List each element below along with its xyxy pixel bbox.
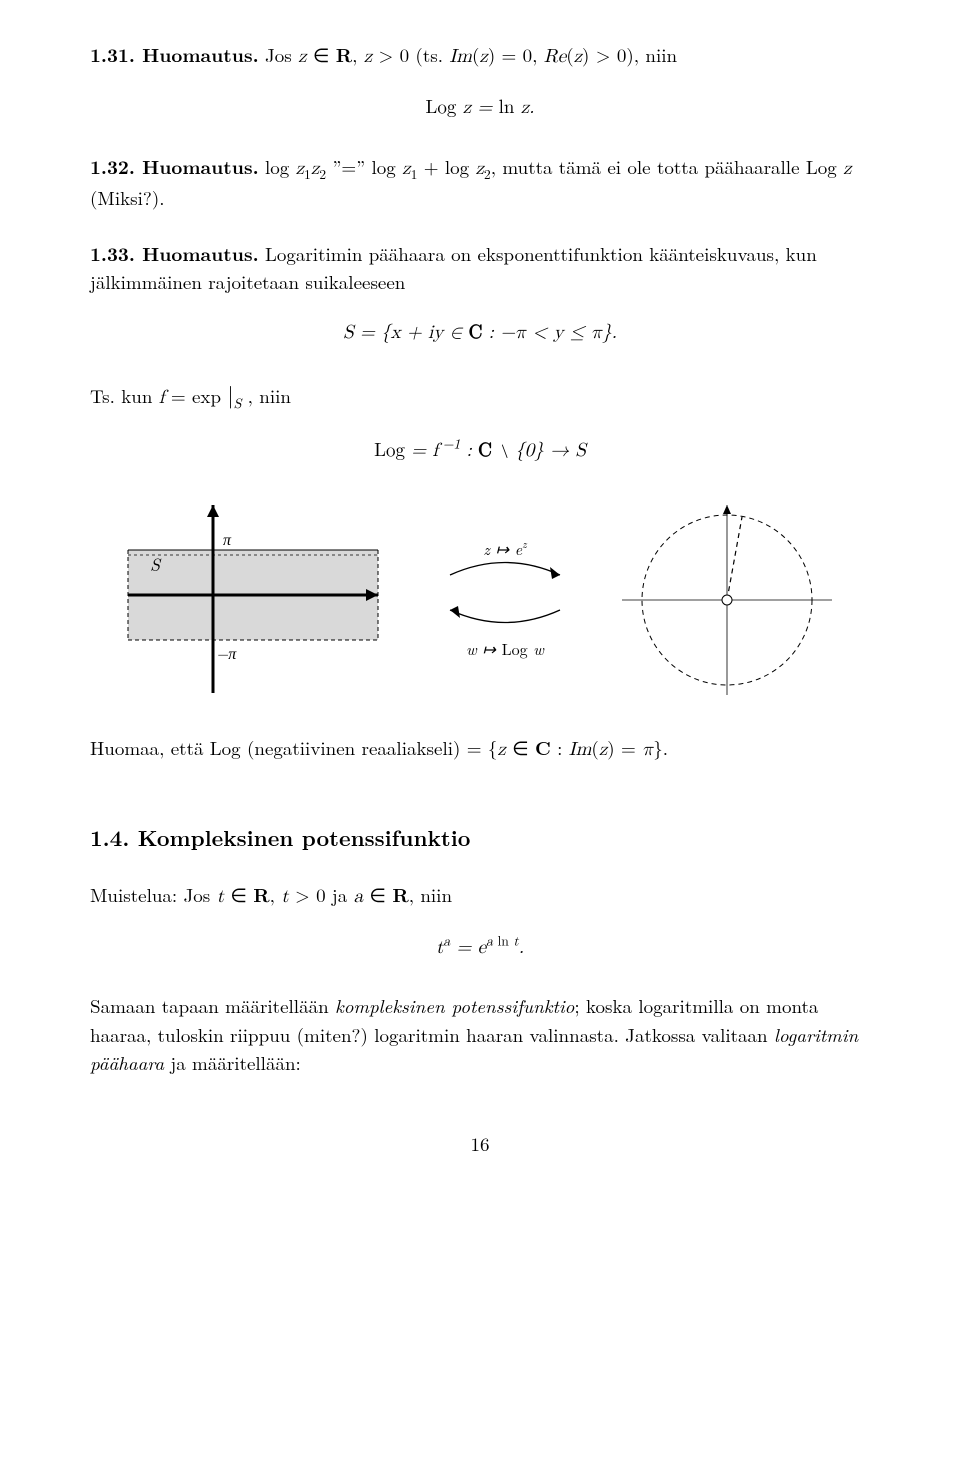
equation-1-4: ta = ea ln t. (90, 931, 870, 962)
origin-hole (722, 595, 732, 605)
equation-1-31: Log z = ln z. (90, 92, 870, 123)
top-arrow-head (550, 567, 560, 579)
remark-1-33-after: Ts. kun f = exp |S , niin (90, 377, 870, 414)
slit-plane-diagram (612, 495, 842, 705)
section-1-4-para: Samaan tapaan määritellään kompleksinen … (90, 992, 870, 1078)
remark-1-33: 1.33. Huomautus. Logaritimin päähaara on… (90, 239, 870, 297)
y-axis-arrow (207, 505, 219, 517)
y-axis-arrow (723, 505, 731, 514)
bottom-arrow (450, 610, 560, 623)
strip-diagram: π −π S (118, 495, 398, 705)
bottom-arrow-head (450, 606, 460, 618)
pi-bottom-label: −π (216, 641, 237, 664)
remark-text: Jos z ∈ R, z > 0 (ts. Im(z) = 0, Re(z) >… (265, 41, 677, 68)
top-arrow (450, 563, 560, 576)
equation-1-33a: S = {x + iy ∈ C : −π < y ≤ π}. (90, 317, 870, 348)
pi-top-label: π (223, 527, 232, 550)
note-after-diagram: Huomaa, että Log (negatiivinen reaaliaks… (90, 733, 870, 765)
remark-1-31: 1.31. Huomautus. Jos z ∈ R, z > 0 (ts. I… (90, 40, 870, 72)
remark-1-32: 1.32. Huomautus. log z1z2 ”=” log z1 + l… (90, 152, 870, 213)
mapping-arrows: z ↦ ez w ↦ Log w (410, 495, 600, 705)
remark-label: 1.32. Huomautus. (90, 152, 259, 180)
section-1-4-intro: Muistelua: Jos t ∈ R, t > 0 ja a ∈ R, ni… (90, 880, 870, 912)
page-number: 16 (90, 1130, 870, 1159)
equation-1-33b: Log = f −1 : C ∖ {0} → S (90, 435, 870, 466)
remark-label: 1.33. Huomautus. (90, 239, 259, 267)
bottom-map-label: w ↦ Log w (466, 637, 545, 660)
mapping-diagram: π −π S z ↦ ez w ↦ Log w (90, 495, 870, 705)
top-map-label: z ↦ ez (483, 537, 528, 561)
slit-ray (727, 517, 742, 600)
remark-label: 1.31. Huomautus. (90, 40, 259, 68)
section-1-4-title: 1.4. Kompleksinen potenssifunktio (90, 821, 870, 854)
